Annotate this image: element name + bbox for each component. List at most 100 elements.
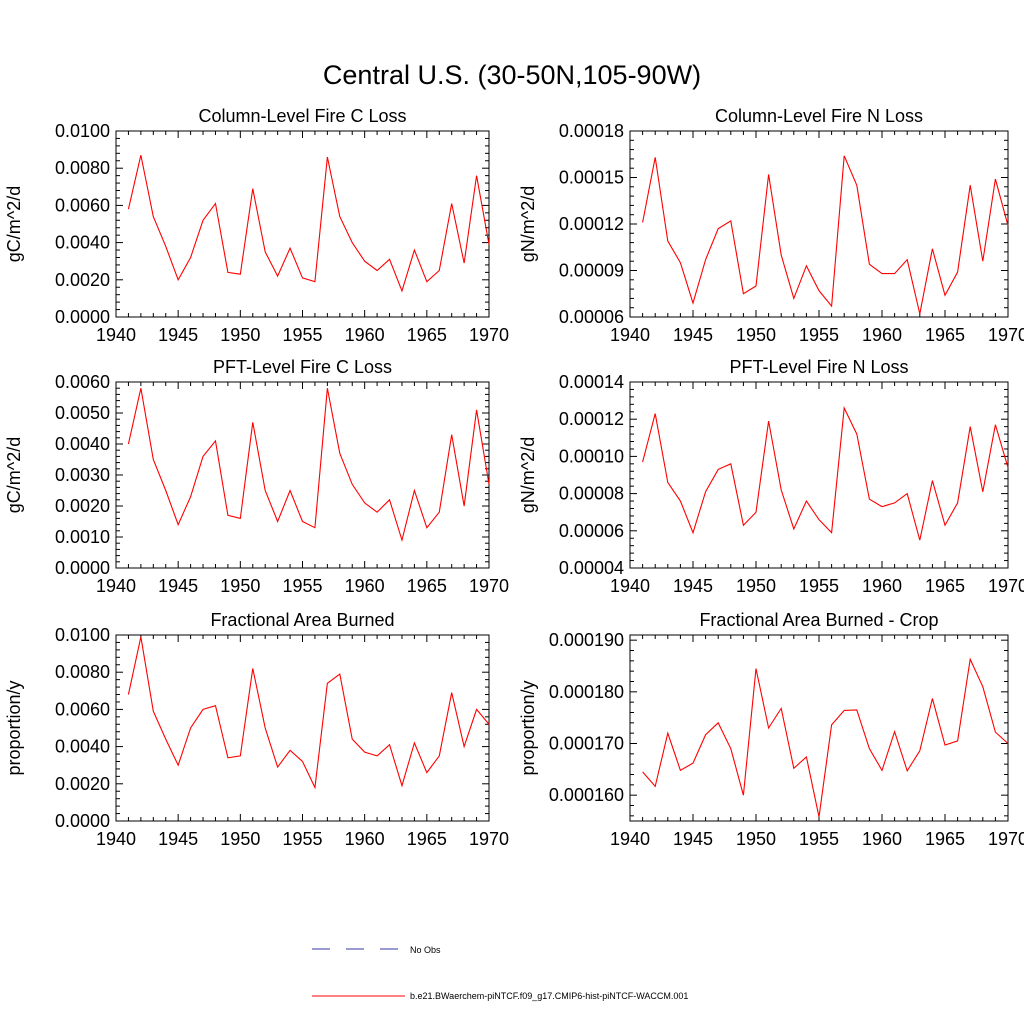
y-tick-label: 0.0020	[55, 774, 110, 794]
x-tick-label: 1955	[799, 829, 839, 849]
x-tick-label: 1950	[220, 829, 260, 849]
y-tick-label: 0.00006	[559, 307, 624, 327]
y-tick-label: 0.0040	[55, 233, 110, 253]
y-tick-label: 0.0000	[55, 558, 110, 578]
series-line-0	[127, 155, 490, 293]
y-axis-label: gC/m^2/d	[4, 437, 24, 513]
x-tick-label: 1945	[158, 576, 198, 596]
y-tick-label: 0.000160	[549, 785, 624, 805]
x-tick-label: 1945	[158, 325, 198, 345]
y-tick-label: 0.0010	[55, 527, 110, 547]
x-tick-label: 1960	[862, 325, 902, 345]
y-axis-label: gN/m^2/d	[518, 186, 538, 262]
x-tick-label: 1960	[862, 829, 902, 849]
series-line-0	[127, 636, 490, 790]
y-axis-label: gN/m^2/d	[518, 437, 538, 513]
chart-panel-0: Column-Level Fire C Loss gC/m^2/d 1940 1945…	[4, 106, 509, 345]
chart-panel-4: Fractional Area Burned proportion/y 1940 19…	[4, 610, 509, 849]
x-tick-label: 1945	[673, 829, 713, 849]
x-tick-label: 1970	[469, 325, 509, 345]
y-tick-label: 0.000180	[549, 682, 624, 702]
x-tick-label: 1940	[610, 829, 650, 849]
x-tick-label: 1970	[469, 829, 509, 849]
y-tick-label: 0.00014	[559, 372, 624, 392]
y-tick-label: 0.0080	[55, 662, 110, 682]
x-tick-label: 1955	[799, 576, 839, 596]
x-tick-label: 1950	[220, 325, 260, 345]
y-tick-label: 0.0020	[55, 270, 110, 290]
y-tick-label: 0.000190	[549, 630, 624, 650]
y-tick-label: 0.0060	[55, 195, 110, 215]
x-tick-label: 1940	[96, 325, 136, 345]
y-tick-label: 0.0020	[55, 496, 110, 516]
x-tick-label: 1955	[799, 325, 839, 345]
y-tick-label: 0.00012	[559, 214, 624, 234]
y-tick-label: 0.0040	[55, 737, 110, 757]
x-tick-label: 1940	[610, 576, 650, 596]
series-line-0	[642, 155, 1009, 315]
y-tick-label: 0.000170	[549, 734, 624, 754]
x-tick-label: 1965	[407, 576, 447, 596]
chart-panel-3: PFT-Level Fire N Loss gN/m^2/d 1940 1945 195…	[518, 357, 1024, 596]
x-tick-label: 1960	[345, 325, 385, 345]
x-tick-label: 1940	[96, 829, 136, 849]
x-tick-label: 1970	[988, 576, 1024, 596]
chart-title: Fractional Area Burned	[210, 610, 394, 630]
y-tick-label: 0.00008	[559, 484, 624, 504]
y-tick-label: 0.00004	[559, 558, 624, 578]
chart-title: PFT-Level Fire C Loss	[213, 357, 392, 377]
y-tick-label: 0.0080	[55, 158, 110, 178]
x-tick-label: 1955	[282, 576, 322, 596]
series-line-0	[642, 406, 1009, 541]
chart-panel-5: Fractional Area Burned - Crop proportion/…	[518, 610, 1024, 849]
y-tick-label: 0.0060	[55, 699, 110, 719]
chart-panels: Column-Level Fire C Loss gC/m^2/d 1940 1945…	[4, 106, 1024, 849]
x-tick-label: 1960	[345, 829, 385, 849]
x-tick-label: 1945	[673, 576, 713, 596]
x-tick-label: 1950	[736, 576, 776, 596]
y-axis-label: proportion/y	[518, 680, 538, 775]
x-tick-label: 1965	[407, 829, 447, 849]
y-axis-label: gC/m^2/d	[4, 186, 24, 262]
x-tick-label: 1950	[736, 829, 776, 849]
y-tick-label: 0.00012	[559, 409, 624, 429]
y-axis-label: proportion/y	[4, 680, 24, 775]
x-tick-label: 1965	[407, 325, 447, 345]
x-tick-label: 1970	[988, 325, 1024, 345]
x-tick-label: 1955	[282, 829, 322, 849]
y-tick-label: 0.0040	[55, 434, 110, 454]
x-tick-label: 1960	[345, 576, 385, 596]
y-tick-label: 0.0000	[55, 811, 110, 831]
y-tick-label: 0.00009	[559, 261, 624, 281]
series-line-0	[127, 388, 490, 543]
legend-label-no-obs: No Obs	[410, 945, 441, 955]
y-tick-label: 0.0060	[55, 372, 110, 392]
y-tick-label: 0.00006	[559, 521, 624, 541]
y-tick-label: 0.0100	[55, 625, 110, 645]
x-tick-label: 1945	[673, 325, 713, 345]
page-title: Central U.S. (30-50N,105-90W)	[323, 60, 701, 90]
chart-title: Column-Level Fire C Loss	[198, 106, 406, 126]
y-tick-label: 0.0050	[55, 403, 110, 423]
legend: No Obs b.e21.BWaerchem-piNTCF.f09_g17.CM…	[312, 945, 688, 1001]
x-tick-label: 1950	[220, 576, 260, 596]
x-tick-label: 1960	[862, 576, 902, 596]
chart-title: Column-Level Fire N Loss	[715, 106, 923, 126]
y-tick-label: 0.00015	[559, 168, 624, 188]
x-tick-label: 1950	[736, 325, 776, 345]
y-tick-label: 0.0100	[55, 121, 110, 141]
chart-title: PFT-Level Fire N Loss	[729, 357, 908, 377]
x-tick-label: 1970	[988, 829, 1024, 849]
y-tick-label: 0.0000	[55, 307, 110, 327]
x-tick-label: 1965	[925, 576, 965, 596]
x-tick-label: 1970	[469, 576, 509, 596]
x-tick-label: 1965	[925, 829, 965, 849]
x-tick-label: 1940	[96, 576, 136, 596]
y-tick-label: 0.00018	[559, 121, 624, 141]
legend-label-model: b.e21.BWaerchem-piNTCF.f09_g17.CMIP6-his…	[410, 991, 688, 1001]
series-line-0	[642, 657, 1009, 817]
chart-title: Fractional Area Burned - Crop	[699, 610, 938, 630]
x-tick-label: 1965	[925, 325, 965, 345]
